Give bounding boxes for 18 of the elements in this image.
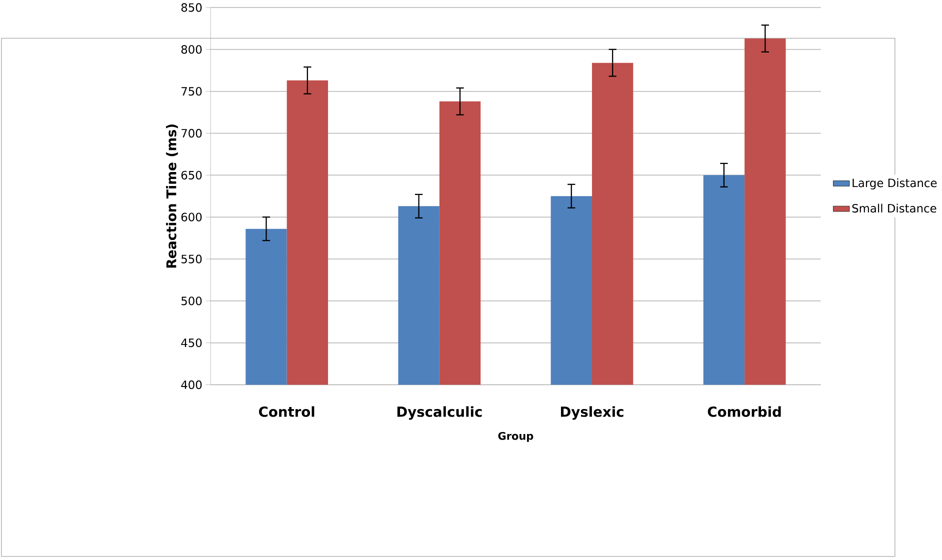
y-tick-label: 600 <box>181 212 202 222</box>
y-tick-label: 650 <box>181 170 202 180</box>
y-tick-label: 550 <box>182 254 202 264</box>
y-tick-label: 700 <box>182 128 202 138</box>
y-axis-title: Reaction Time (ms) <box>166 124 178 268</box>
x-axis-title: Group <box>498 432 534 442</box>
y-tick-label: 400 <box>181 380 202 389</box>
x-tick-label: Dyscalculic <box>397 406 482 420</box>
legend-label: Small Distance <box>852 204 936 212</box>
x-tick-label: Control <box>259 406 314 417</box>
y-tick-label: 450 <box>181 338 202 348</box>
y-tick-label: 500 <box>182 296 202 306</box>
y-tick-label: 750 <box>182 86 202 96</box>
legend-label: Large Distance <box>852 178 937 190</box>
y-tick-label: 800 <box>181 44 202 54</box>
y-tick-label: 850 <box>181 3 202 12</box>
x-tick-label: Dyslexic <box>560 406 624 420</box>
x-tick-label: Comorbid <box>708 406 781 417</box>
